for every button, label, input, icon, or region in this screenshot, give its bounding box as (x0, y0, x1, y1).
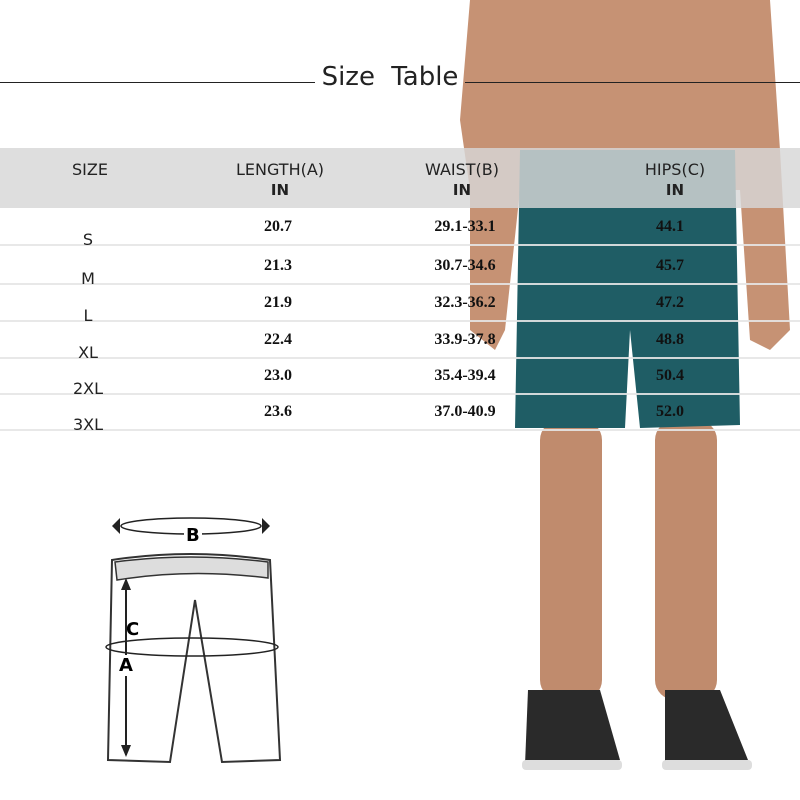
length-cell: 20.7 (264, 218, 292, 235)
table-header (0, 148, 800, 208)
page-title: Size Table (321, 62, 459, 92)
waist-cell: 32.3-36.2 (434, 294, 496, 311)
length-cell: 21.9 (264, 294, 292, 311)
row-divider (0, 393, 800, 395)
label-b: B (184, 525, 202, 546)
hips-cell: 44.1 (656, 218, 684, 235)
label-c: C (126, 619, 140, 640)
waist-cell: 33.9-37.8 (434, 331, 496, 348)
row-divider (0, 320, 800, 322)
hips-cell: 52.0 (656, 403, 684, 420)
waist-cell: 30.7-34.6 (434, 257, 496, 274)
row-divider (0, 244, 800, 246)
waist-cell: 29.1-33.1 (434, 218, 496, 235)
label-a: A (119, 655, 133, 676)
size-cell: M (81, 269, 95, 288)
header-length: LENGTH(A) IN (235, 160, 325, 199)
length-cell: 23.6 (264, 403, 292, 420)
hips-cell: 48.8 (656, 331, 684, 348)
size-cell: 3XL (72, 415, 104, 434)
size-cell: XL (78, 343, 98, 362)
size-cell: S (82, 230, 94, 249)
hips-cell: 45.7 (656, 257, 684, 274)
header-size: SIZE (72, 160, 108, 179)
size-cell: L (83, 306, 93, 325)
length-cell: 21.3 (264, 257, 292, 274)
waist-cell: 35.4-39.4 (434, 367, 496, 384)
hips-cell: 50.4 (656, 367, 684, 384)
hips-cell: 47.2 (656, 294, 684, 311)
row-divider (0, 283, 800, 285)
divider (465, 82, 800, 83)
length-cell: 23.0 (264, 367, 292, 384)
header-hips: HIPS(C) IN (644, 160, 706, 199)
row-divider (0, 357, 800, 359)
length-cell: 22.4 (264, 331, 292, 348)
waist-cell: 37.0-40.9 (434, 403, 496, 420)
size-cell: 2XL (72, 379, 104, 398)
header-waist: WAIST(B) IN (425, 160, 499, 199)
divider (0, 82, 315, 83)
row-divider (0, 429, 800, 431)
